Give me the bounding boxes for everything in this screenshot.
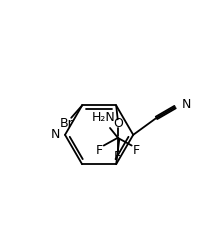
Text: N: N <box>181 98 191 110</box>
Text: H₂N: H₂N <box>92 111 116 124</box>
Text: Br: Br <box>60 117 73 130</box>
Text: F: F <box>114 150 121 163</box>
Text: N: N <box>51 128 60 141</box>
Text: O: O <box>113 118 123 130</box>
Text: F: F <box>95 144 103 157</box>
Text: F: F <box>133 144 140 157</box>
